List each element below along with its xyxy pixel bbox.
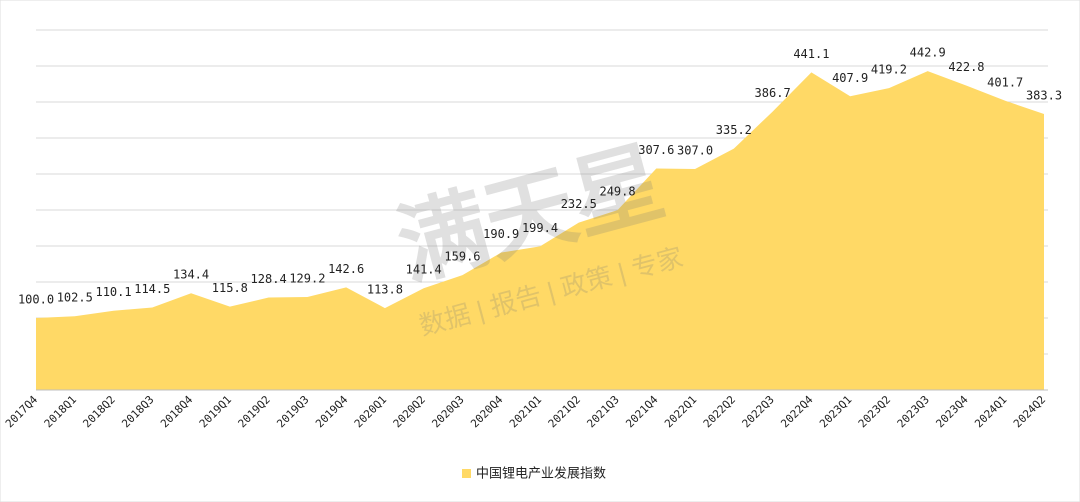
data-label: 129.2 (289, 271, 325, 285)
data-label: 159.6 (444, 250, 480, 264)
data-label: 401.7 (987, 75, 1023, 89)
data-label: 422.8 (948, 60, 984, 74)
data-label: 114.5 (134, 282, 170, 296)
data-label: 102.5 (57, 291, 93, 305)
legend-label: 中国锂电产业发展指数 (476, 465, 606, 480)
data-label: 115.8 (212, 281, 248, 295)
data-label: 335.2 (716, 123, 752, 137)
data-label: 386.7 (755, 86, 791, 100)
data-label: 249.8 (599, 185, 635, 199)
data-label: 307.6 (638, 143, 674, 157)
data-label: 199.4 (522, 221, 558, 235)
data-label: 419.2 (871, 63, 907, 77)
data-label: 441.1 (793, 47, 829, 61)
area (36, 71, 1044, 390)
data-label: 100.0 (18, 293, 54, 307)
data-label: 232.5 (561, 197, 597, 211)
legend-swatch (462, 469, 471, 478)
data-label: 383.3 (1026, 89, 1062, 103)
data-label: 407.9 (832, 71, 868, 85)
data-label: 307.0 (677, 143, 713, 157)
data-label: 128.4 (251, 272, 287, 286)
data-label: 110.1 (95, 285, 131, 299)
data-label: 442.9 (910, 46, 946, 60)
data-label: 190.9 (483, 227, 519, 241)
data-label: 142.6 (328, 262, 364, 276)
data-label: 141.4 (406, 263, 442, 277)
data-label: 134.4 (173, 268, 209, 282)
data-label: 113.8 (367, 283, 403, 297)
